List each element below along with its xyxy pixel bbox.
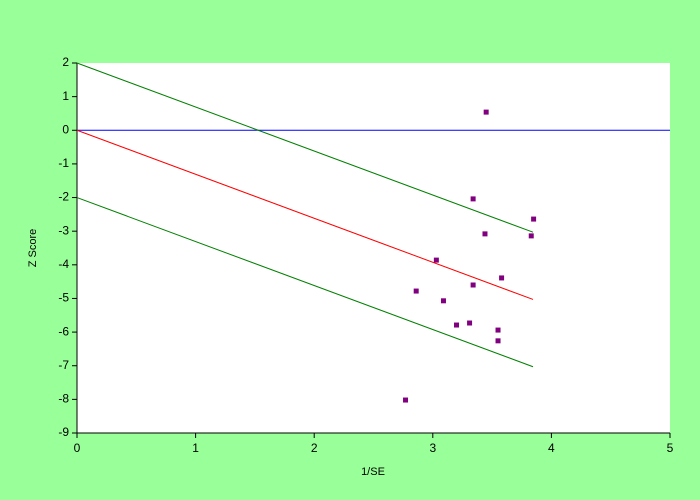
point xyxy=(413,288,419,294)
point xyxy=(403,397,409,403)
y-tick-label: -8 xyxy=(58,392,69,406)
y-tick-label: 1 xyxy=(62,89,69,103)
y-tick-label: -7 xyxy=(58,358,69,372)
x-tick-label: 3 xyxy=(429,441,436,455)
x-tick-label: 4 xyxy=(548,441,555,455)
point xyxy=(499,275,505,281)
point xyxy=(483,109,489,115)
x-tick-label: 1 xyxy=(192,441,199,455)
x-tick-label: 5 xyxy=(667,441,674,455)
point xyxy=(482,231,488,237)
y-tick-label: 0 xyxy=(62,122,69,136)
y-tick-label: 2 xyxy=(62,55,69,69)
reference-line xyxy=(76,129,534,300)
x-tick-label: 2 xyxy=(311,441,318,455)
y-tick-label: -4 xyxy=(58,257,69,271)
y-axis-title: Z Score xyxy=(27,229,39,268)
y-tick-label: -9 xyxy=(58,425,69,439)
y-tick-label: -5 xyxy=(58,291,69,305)
y-tick-label: -2 xyxy=(58,190,69,204)
point xyxy=(470,196,476,202)
point xyxy=(470,282,476,288)
point xyxy=(528,233,534,239)
reference-line xyxy=(76,197,534,368)
point xyxy=(433,257,439,263)
y-tick-label: -3 xyxy=(58,223,69,237)
y-tick-label: -6 xyxy=(58,324,69,338)
reference-line xyxy=(76,62,534,233)
y-tick-label: -1 xyxy=(58,156,69,170)
point xyxy=(495,327,501,333)
point xyxy=(467,320,473,326)
point xyxy=(454,322,460,328)
point xyxy=(531,216,537,222)
x-axis-title: 1/SE xyxy=(361,466,385,478)
point xyxy=(440,298,446,304)
point xyxy=(495,338,501,344)
x-tick-label: 0 xyxy=(74,441,81,455)
plot-area xyxy=(77,63,670,433)
